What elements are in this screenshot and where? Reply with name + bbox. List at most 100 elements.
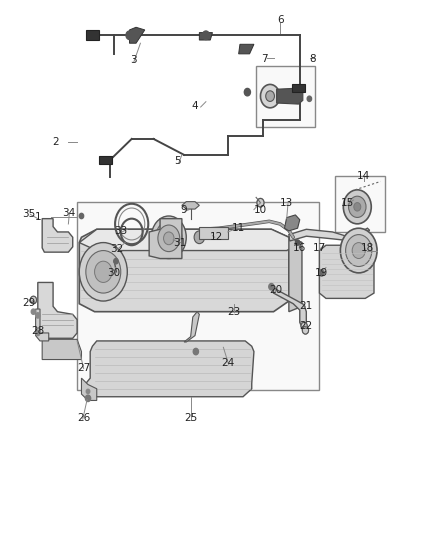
Polygon shape: [42, 219, 73, 252]
Text: 5: 5: [174, 156, 181, 166]
Circle shape: [257, 198, 264, 207]
Polygon shape: [277, 88, 303, 104]
Circle shape: [301, 322, 307, 330]
Circle shape: [266, 91, 275, 101]
Text: 29: 29: [22, 297, 36, 308]
Text: 2: 2: [52, 136, 59, 147]
Text: 31: 31: [173, 238, 186, 247]
Text: 22: 22: [300, 321, 313, 331]
Circle shape: [79, 213, 84, 219]
Text: 35: 35: [22, 209, 36, 220]
Text: 6: 6: [277, 15, 283, 26]
Text: 13: 13: [280, 198, 293, 208]
Text: 7: 7: [261, 54, 268, 64]
Circle shape: [302, 327, 308, 334]
Text: 27: 27: [77, 362, 90, 373]
Text: 9: 9: [181, 205, 187, 215]
Polygon shape: [274, 288, 306, 328]
Circle shape: [35, 330, 40, 336]
Text: 25: 25: [184, 413, 197, 423]
Circle shape: [163, 232, 174, 245]
Circle shape: [269, 284, 274, 290]
Polygon shape: [81, 378, 97, 400]
Circle shape: [319, 270, 324, 276]
Circle shape: [352, 243, 365, 259]
Polygon shape: [182, 201, 199, 209]
Text: 17: 17: [313, 243, 326, 253]
Circle shape: [35, 313, 40, 318]
Bar: [335, 176, 385, 232]
Polygon shape: [81, 341, 254, 397]
Circle shape: [343, 190, 371, 224]
Text: 4: 4: [192, 101, 198, 111]
Circle shape: [354, 203, 361, 211]
Text: 20: 20: [269, 286, 283, 295]
Text: 19: 19: [315, 268, 328, 278]
Circle shape: [79, 243, 127, 301]
Circle shape: [30, 296, 36, 304]
Polygon shape: [199, 227, 228, 239]
Circle shape: [194, 231, 205, 244]
Bar: [77, 201, 319, 390]
Circle shape: [257, 198, 264, 207]
Text: 23: 23: [228, 306, 241, 317]
Circle shape: [86, 389, 90, 393]
Polygon shape: [79, 229, 289, 312]
Circle shape: [30, 296, 36, 304]
Polygon shape: [38, 282, 77, 338]
Text: 8: 8: [310, 54, 316, 64]
Circle shape: [340, 228, 377, 273]
Text: 16: 16: [293, 243, 307, 253]
Circle shape: [307, 96, 311, 101]
Polygon shape: [42, 340, 81, 360]
Circle shape: [244, 88, 251, 96]
Text: 11: 11: [232, 223, 245, 233]
Text: 34: 34: [62, 208, 75, 219]
Text: 15: 15: [341, 198, 354, 208]
Circle shape: [155, 221, 182, 253]
Polygon shape: [289, 228, 370, 241]
Circle shape: [261, 84, 280, 108]
Text: 24: 24: [221, 358, 234, 368]
Circle shape: [193, 349, 198, 355]
Circle shape: [295, 240, 300, 245]
Text: 1: 1: [35, 212, 41, 222]
Circle shape: [302, 327, 308, 334]
Text: 33: 33: [114, 226, 127, 236]
Circle shape: [95, 261, 112, 282]
Polygon shape: [239, 44, 254, 54]
Circle shape: [301, 322, 307, 330]
Text: 26: 26: [77, 413, 90, 423]
Text: 3: 3: [131, 55, 137, 65]
Polygon shape: [289, 237, 302, 312]
Polygon shape: [184, 312, 199, 342]
Circle shape: [346, 235, 372, 266]
Polygon shape: [79, 229, 302, 251]
Polygon shape: [292, 84, 305, 92]
Circle shape: [209, 233, 213, 238]
Circle shape: [158, 225, 180, 252]
Text: 18: 18: [361, 243, 374, 253]
Text: 28: 28: [31, 326, 44, 336]
Text: 10: 10: [254, 205, 267, 215]
Circle shape: [86, 251, 121, 293]
Polygon shape: [130, 27, 145, 43]
Text: 30: 30: [108, 268, 121, 278]
Circle shape: [85, 395, 91, 401]
Polygon shape: [319, 245, 374, 298]
Circle shape: [31, 309, 35, 314]
Polygon shape: [99, 157, 112, 165]
Bar: [256, 66, 315, 127]
Polygon shape: [149, 219, 182, 259]
Polygon shape: [35, 309, 49, 341]
Polygon shape: [285, 215, 300, 231]
Text: 12: 12: [210, 232, 223, 243]
Text: 21: 21: [300, 301, 313, 311]
Text: 32: 32: [110, 245, 123, 254]
Circle shape: [151, 216, 186, 259]
Polygon shape: [86, 30, 99, 39]
Text: 14: 14: [357, 171, 370, 181]
Circle shape: [126, 31, 133, 39]
Polygon shape: [199, 33, 212, 40]
Circle shape: [114, 259, 118, 264]
